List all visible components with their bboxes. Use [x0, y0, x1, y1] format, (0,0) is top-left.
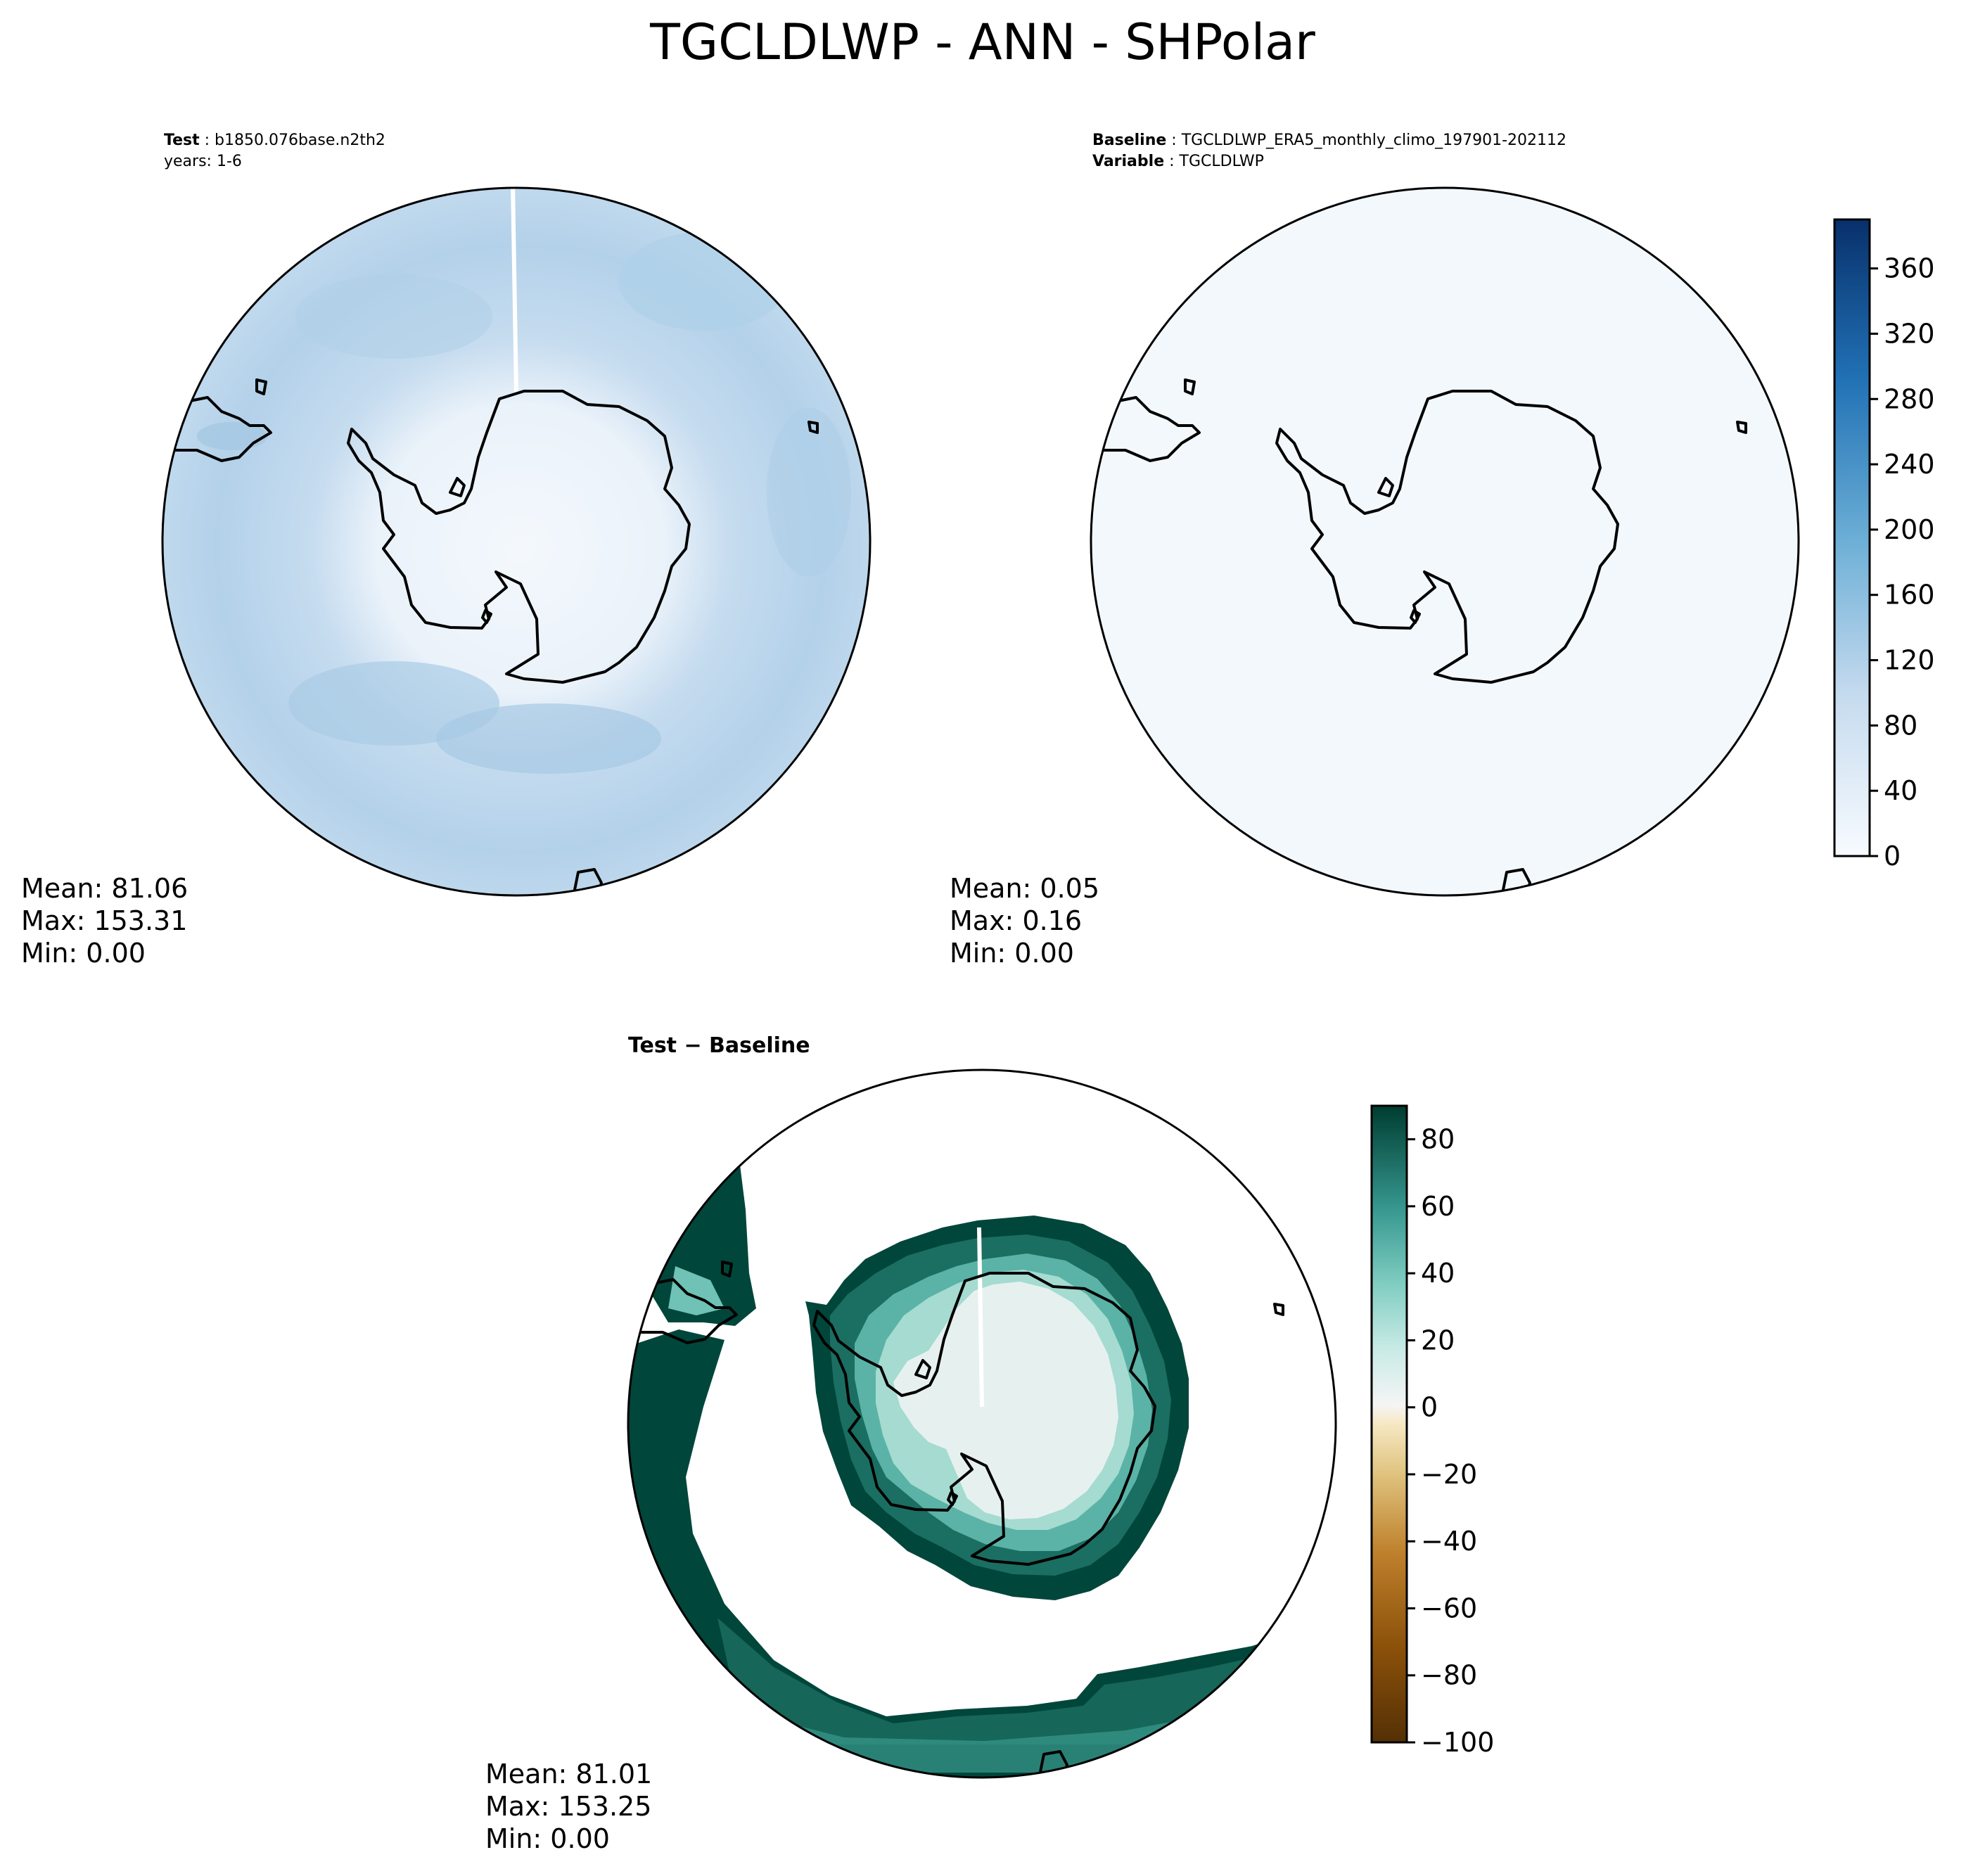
- test-panel: Test : b1850.076base.n2th2 years: 1-6: [21, 132, 872, 969]
- baseline-header-variable: Variable : TGCLDLWP: [1092, 153, 1264, 170]
- baseline-stat-max: Max: 0.16: [950, 905, 1082, 936]
- sequential-colorbar-tick-label: 360: [1884, 253, 1935, 284]
- diverging-colorbar-tick-label: −40: [1421, 1526, 1477, 1557]
- sequential-colorbar-ticks: 0 40 80 120 160 200 240 280 320 360: [1870, 253, 1935, 872]
- baseline-variable-label: Variable: [1092, 153, 1164, 170]
- diverging-colorbar-tick-label: −20: [1421, 1459, 1477, 1490]
- baseline-stat-mean: Mean: 0.05: [950, 873, 1099, 904]
- test-map-boundary: [161, 186, 872, 897]
- test-header-years: years: 1-6: [164, 153, 242, 170]
- diverging-colorbar-tick-label: 0: [1421, 1392, 1438, 1423]
- baseline-header: Baseline : TGCLDLWP_ERA5_monthly_climo_1…: [1092, 132, 1566, 149]
- sequential-colorbar-tick-label: 40: [1884, 775, 1917, 806]
- diff-coastline: [628, 1261, 1284, 1778]
- baseline-map: [1091, 188, 1799, 895]
- sequential-colorbar-tick-label: 0: [1884, 841, 1901, 872]
- baseline-panel: Baseline : TGCLDLWP_ERA5_monthly_climo_1…: [950, 132, 1800, 969]
- sequential-colorbar-tick-label: 240: [1884, 449, 1935, 480]
- diverging-colorbar-tick-label: 40: [1421, 1258, 1455, 1289]
- diverging-colorbar-ticks: −100 −80 −60 −40 −20 0 20 40 60 80: [1407, 1124, 1494, 1758]
- test-coastline: [162, 378, 819, 895]
- diff-map-boundary: [627, 1068, 1337, 1779]
- diverging-colorbar-tick-label: 60: [1421, 1191, 1455, 1222]
- baseline-map-boundary: [1090, 186, 1800, 897]
- sequential-colorbar-tick-label: 120: [1884, 645, 1935, 676]
- figure-title: TGCLDLWP - ANN - SHPolar: [649, 13, 1315, 71]
- sequential-colorbar: 0 40 80 120 160 200 240 280 320 360: [1833, 218, 1935, 872]
- diverging-colorbar-tick-label: −80: [1421, 1660, 1477, 1691]
- sequential-colorbar-tick-label: 320: [1884, 318, 1935, 349]
- diverging-colorbar-tick-label: 80: [1421, 1124, 1455, 1155]
- diff-header: Test − Baseline: [628, 1033, 810, 1058]
- diverging-colorbar-tick-label: −60: [1421, 1593, 1477, 1623]
- test-header-value: b1850.076base.n2th2: [215, 132, 385, 149]
- test-stat-min: Min: 0.00: [21, 938, 146, 969]
- sequential-colorbar-tick-label: 80: [1884, 710, 1917, 741]
- test-stat-max: Max: 153.31: [21, 905, 187, 936]
- sequential-colorbar-tick-label: 160: [1884, 580, 1935, 611]
- diverging-colorbar-tick-label: −100: [1421, 1727, 1494, 1758]
- diff-map: [628, 1070, 1336, 1778]
- test-header-label: Test: [164, 132, 200, 149]
- baseline-header-label: Baseline: [1092, 132, 1166, 149]
- baseline-coastline: [1091, 378, 1747, 895]
- baseline-stat-min: Min: 0.00: [950, 938, 1074, 969]
- diff-panel: Test − Baseline: [485, 1033, 1337, 1854]
- test-map: [162, 188, 870, 895]
- diverging-colorbar: −100 −80 −60 −40 −20 0 20 40 60 80: [1370, 1104, 1494, 1758]
- test-stat-mean: Mean: 81.06: [21, 873, 188, 904]
- diverging-colorbar-tick-label: 20: [1421, 1325, 1455, 1355]
- baseline-header-value: TGCLDLWP_ERA5_monthly_climo_197901-20211…: [1181, 132, 1566, 149]
- sequential-colorbar-tick-label: 200: [1884, 514, 1935, 545]
- diff-stat-min: Min: 0.00: [485, 1823, 610, 1854]
- test-header: Test : b1850.076base.n2th2: [164, 132, 385, 149]
- sequential-colorbar-tick-label: 280: [1884, 383, 1935, 414]
- baseline-variable-value: TGCLDLWP: [1179, 153, 1264, 170]
- diff-stat-max: Max: 153.25: [485, 1791, 651, 1822]
- diff-stat-mean: Mean: 81.01: [485, 1759, 652, 1789]
